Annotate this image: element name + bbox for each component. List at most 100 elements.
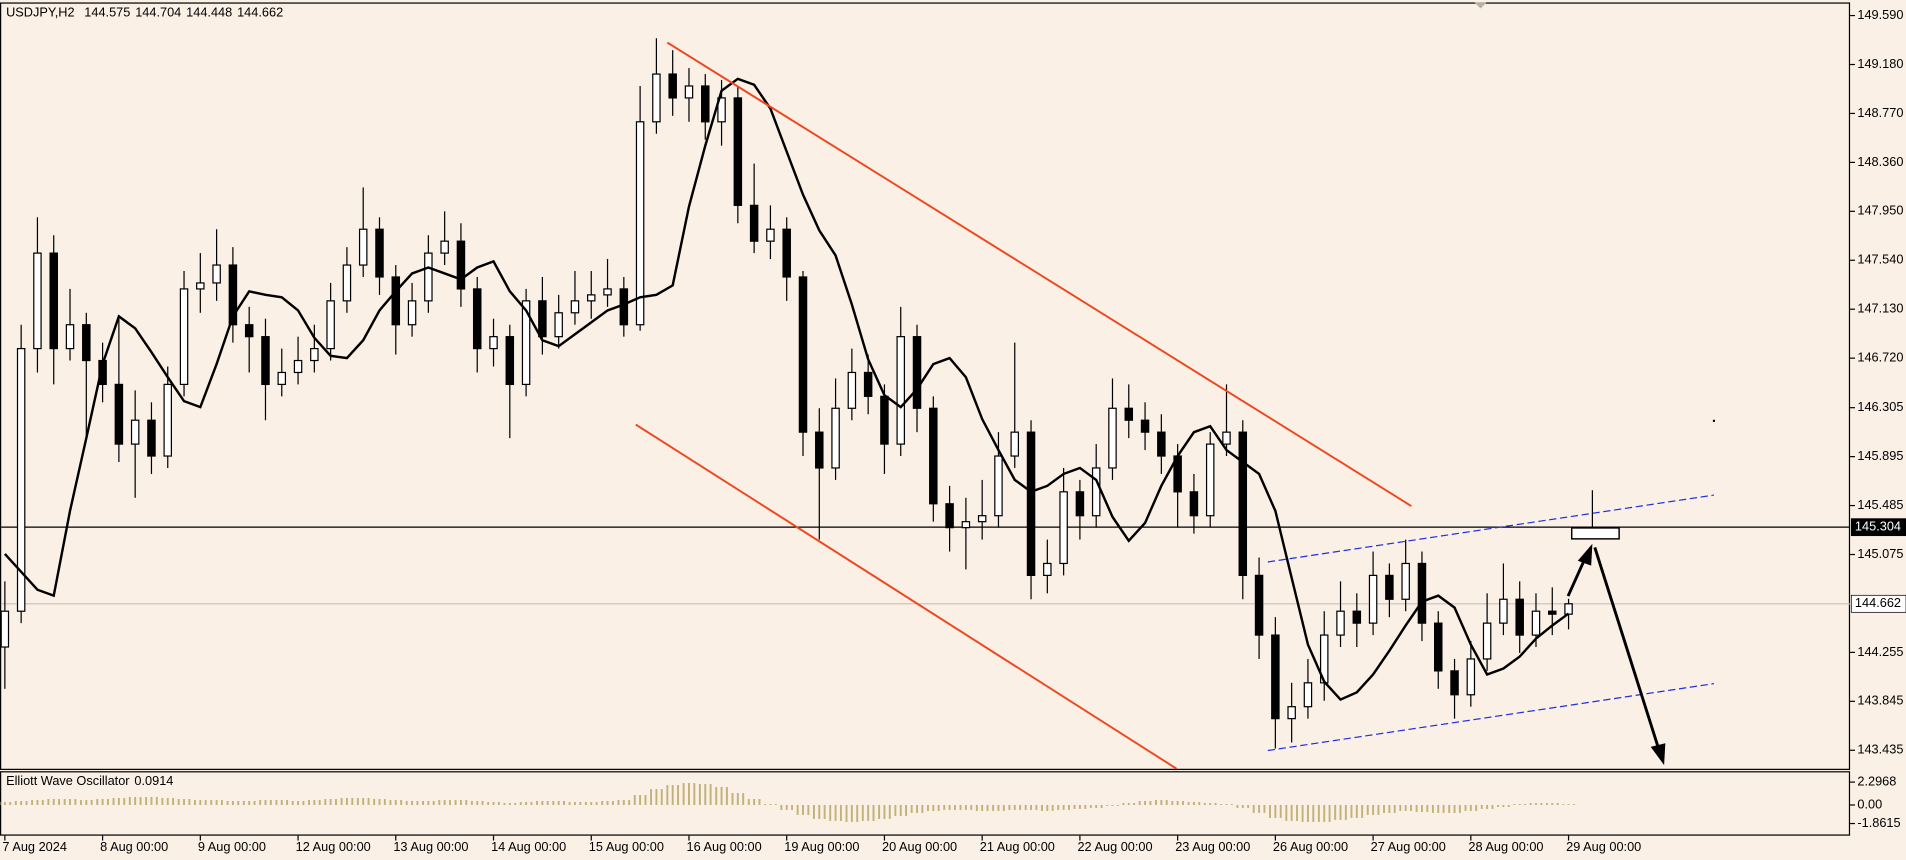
oscillator-bar bbox=[1415, 804, 1418, 812]
x-tick-label: 28 Aug 00:00 bbox=[1468, 839, 1543, 854]
oscillator-bar bbox=[150, 797, 153, 805]
candle-body bbox=[1238, 431, 1248, 577]
oscillator-bar bbox=[1225, 803, 1228, 805]
oscillator-title: Elliott Wave Oscillator 0.0914 bbox=[6, 774, 173, 789]
oscillator-bar bbox=[1366, 804, 1369, 815]
price-label: 145.304 bbox=[1855, 519, 1901, 534]
oscillator-bar bbox=[774, 803, 777, 805]
oscillator-bar bbox=[123, 798, 126, 805]
x-tick-label: 16 Aug 00:00 bbox=[687, 839, 762, 854]
low-value: 144.448 bbox=[186, 5, 232, 20]
candle-body bbox=[179, 288, 189, 386]
oscillator-bar bbox=[1024, 804, 1027, 810]
oscillator-bar bbox=[1008, 804, 1011, 810]
oscillator-bar bbox=[1377, 804, 1380, 815]
oscillator-bar bbox=[715, 787, 718, 805]
oscillator-bar bbox=[943, 804, 946, 810]
oscillator-bar bbox=[1160, 799, 1163, 805]
oscillator-bar bbox=[161, 798, 164, 805]
oscillator-bar bbox=[1491, 804, 1494, 809]
oscillator-bar bbox=[172, 798, 175, 805]
candle-body bbox=[912, 336, 922, 409]
oscillator-bar bbox=[1545, 802, 1548, 805]
oscillator-bar bbox=[318, 799, 321, 805]
oscillator-bar bbox=[90, 799, 93, 805]
candle-body bbox=[1059, 491, 1068, 565]
candle-body bbox=[896, 336, 905, 445]
candle-body bbox=[749, 204, 759, 242]
x-tick-label: 9 Aug 00:00 bbox=[198, 839, 266, 854]
oscillator-bar bbox=[1220, 803, 1223, 805]
oscillator-bar bbox=[356, 798, 359, 805]
oscillator-bar bbox=[335, 799, 337, 805]
channel-line bbox=[666, 41, 1412, 507]
oscillator-bar bbox=[791, 804, 794, 810]
oscillator-bar bbox=[883, 804, 886, 819]
candle-body bbox=[228, 264, 238, 326]
oscillator-bar bbox=[644, 795, 647, 805]
candle-body bbox=[1401, 562, 1410, 600]
oscillator-bar bbox=[1551, 802, 1554, 805]
oscillator-bar bbox=[829, 804, 832, 821]
x-tick-label: 14 Aug 00:00 bbox=[491, 839, 566, 854]
oscillator-bar bbox=[194, 799, 196, 805]
oscillator-bar bbox=[1176, 800, 1179, 805]
oscillator-bar bbox=[112, 798, 115, 805]
oscillator-bar bbox=[1344, 804, 1347, 820]
candle-body bbox=[472, 288, 482, 350]
oscillator-bar bbox=[248, 800, 251, 805]
oscillator-bar bbox=[1290, 804, 1293, 821]
oscillator-bar bbox=[1165, 799, 1168, 805]
oscillator-bar bbox=[807, 804, 810, 815]
oscillator-bar bbox=[427, 800, 430, 805]
x-tick-label: 13 Aug 00:00 bbox=[393, 839, 468, 854]
oscillator-bar bbox=[345, 798, 348, 805]
oscillator-bar bbox=[1252, 804, 1255, 813]
oscillator-bar bbox=[1458, 804, 1461, 813]
candle-body bbox=[684, 85, 694, 99]
oscillator-bar bbox=[1480, 804, 1483, 809]
oscillator-bar bbox=[449, 799, 451, 805]
high-value: 144.704 bbox=[135, 5, 181, 20]
oscillator-bar bbox=[525, 801, 528, 805]
candle-body bbox=[782, 228, 791, 278]
oscillator-bar bbox=[9, 801, 12, 805]
oscillator-bar bbox=[1513, 803, 1516, 805]
oscillator-bar bbox=[36, 799, 39, 805]
oscillator-bar bbox=[747, 799, 750, 805]
oscillator-bar bbox=[1030, 804, 1033, 810]
oscillator-bar bbox=[394, 799, 397, 805]
oscillator-bar bbox=[1041, 804, 1043, 811]
oscillator-bar bbox=[1350, 804, 1353, 818]
candle-body bbox=[945, 503, 954, 529]
oscillator-bar bbox=[910, 804, 913, 813]
candle-body bbox=[277, 371, 287, 386]
oscillator-bar bbox=[899, 804, 902, 816]
oscillator-bar bbox=[1078, 804, 1081, 809]
oscillator-bar bbox=[1269, 804, 1271, 818]
candle-body bbox=[391, 276, 401, 326]
oscillator-bar bbox=[861, 804, 864, 821]
oscillator-bar bbox=[14, 800, 17, 805]
oscillator-bar bbox=[1062, 804, 1065, 810]
x-tick-label: 15 Aug 00:00 bbox=[589, 839, 664, 854]
oscillator-bar bbox=[79, 799, 82, 805]
oscillator-bar bbox=[1236, 804, 1239, 808]
candle-body bbox=[733, 97, 743, 206]
oscillator-bar bbox=[378, 799, 381, 805]
oscillator-value: 0.0914 bbox=[134, 774, 173, 789]
oscillator-bar bbox=[69, 799, 71, 805]
candle-body bbox=[16, 347, 26, 612]
oscillator-bar bbox=[1518, 803, 1521, 805]
dot bbox=[1712, 419, 1716, 423]
oscillator-bar bbox=[204, 799, 207, 805]
candle-body bbox=[570, 300, 580, 314]
oscillator-bar bbox=[611, 800, 614, 805]
oscillator-bar bbox=[964, 804, 967, 810]
candle-body bbox=[1043, 562, 1052, 577]
x-tick-label: 22 Aug 00:00 bbox=[1077, 839, 1152, 854]
candle-body bbox=[244, 324, 254, 338]
oscillator-bar bbox=[1383, 804, 1386, 813]
dashed-channel-line bbox=[1267, 683, 1715, 752]
